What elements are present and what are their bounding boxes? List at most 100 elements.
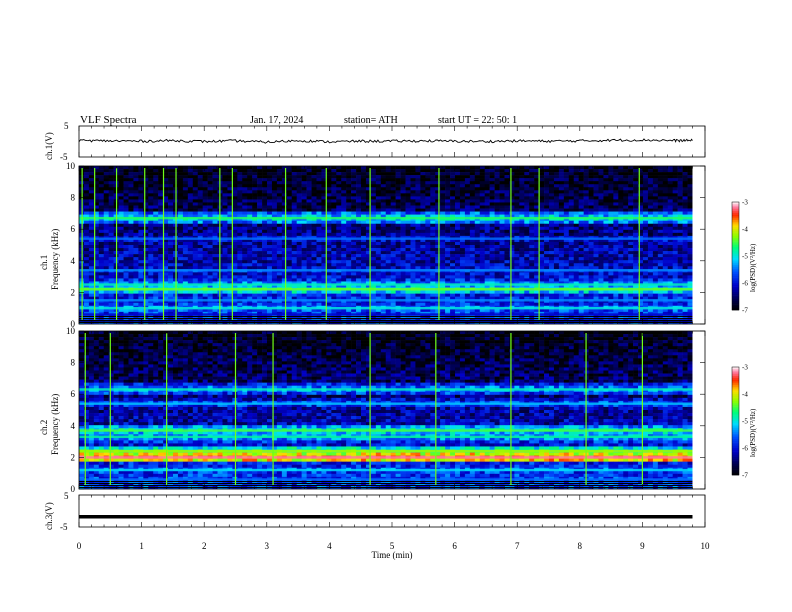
- ch1-spec-cell: [583, 199, 589, 203]
- ch1-spec-cell: [568, 199, 575, 203]
- ch1-spec-cell: [499, 251, 505, 255]
- ch1-spec-cell: [618, 175, 624, 179]
- ch1-spec-cell: [588, 238, 594, 243]
- ch1-spec-cell: [647, 223, 654, 228]
- ch1-spec-cell: [227, 284, 233, 288]
- ch1-spec-cell: [509, 220, 515, 225]
- ch1-spec-cell: [158, 251, 164, 255]
- ch1-spec-cell: [420, 169, 426, 173]
- ch1-spec-cell: [519, 166, 525, 170]
- ch1-spec-cell: [628, 172, 634, 176]
- ch1-spec-cell: [385, 263, 391, 267]
- ch1-spec-cell: [568, 241, 575, 246]
- ch1-spec-cell: [489, 169, 495, 173]
- ch1-spec-cell: [509, 245, 515, 249]
- ch1-spec-cell: [148, 208, 154, 212]
- ch1-spec-cell: [370, 275, 377, 279]
- ch1-spec-cell: [237, 184, 243, 188]
- ch1-spec-cell: [484, 241, 490, 246]
- ch1-spec-cell: [138, 190, 144, 194]
- ch1-spec-cell: [524, 266, 530, 270]
- ch1-spec-cell: [242, 220, 248, 225]
- ch1-spec-cell: [351, 187, 357, 191]
- ch1-spec-cell: [341, 220, 347, 225]
- ch1-spec-cell: [242, 232, 248, 237]
- ch1-spec-cell: [573, 199, 579, 203]
- ch1-spec-cell: [647, 226, 654, 231]
- ch1-spec-cell: [88, 205, 95, 209]
- ch1-spec-cell: [98, 214, 105, 218]
- ch1-spec-cell: [108, 284, 114, 288]
- ch1-spec-cell: [301, 172, 307, 176]
- ch1-spec-cell: [370, 208, 377, 212]
- ch1-spec-cell: [380, 196, 387, 200]
- ch1-spec-cell: [514, 178, 520, 182]
- ch1-spec-cell: [633, 260, 639, 264]
- ch1-spec-cell: [667, 257, 673, 261]
- ch1-spec-cell: [138, 223, 144, 228]
- ch1-spec-cell: [425, 260, 431, 264]
- ch1-spec-cell: [356, 184, 362, 188]
- ch1-spec-cell: [128, 251, 134, 255]
- ch1-spec-cell: [464, 190, 471, 194]
- ch1-spec-cell: [252, 199, 258, 203]
- ch1-spec-cell: [613, 245, 619, 249]
- ch1-spec-cell: [583, 178, 589, 182]
- ch1-spec-cell: [440, 238, 446, 243]
- ch1-spec-cell: [98, 232, 105, 237]
- ch1-spec-cell: [380, 214, 387, 218]
- ch1-spec-cell: [464, 184, 471, 188]
- ch1-spec-cell: [108, 214, 114, 218]
- ch1-spec-cell: [252, 266, 258, 270]
- ch1-spec-cell: [464, 254, 471, 258]
- ch1-spec-cell: [662, 199, 669, 203]
- ch1-spec-cell: [380, 193, 387, 197]
- ch1-spec-cell: [558, 181, 565, 185]
- ch1-spec-cell: [301, 284, 307, 288]
- ch1-spec-cell: [489, 187, 495, 191]
- ch1-spec-cell: [667, 281, 673, 285]
- ch1-spec-cell: [212, 190, 218, 194]
- ch1-spec-cell: [257, 208, 263, 212]
- ch1-spec-cell: [356, 232, 362, 237]
- ch1-spec-cell: [410, 238, 416, 243]
- ch1-spec-cell: [623, 196, 629, 200]
- ch1-spec-cell: [252, 175, 258, 179]
- ch1-spec-cell: [652, 266, 659, 270]
- ch1-spec-cell: [232, 232, 238, 237]
- ch1-spec-cell: [445, 199, 451, 203]
- ch1-spec-cell: [509, 238, 515, 243]
- ch1-spec-cell: [138, 260, 144, 264]
- ch1-spec-cell: [662, 266, 669, 270]
- ch1-spec-cell: [262, 248, 268, 252]
- ch1-spec-cell: [415, 193, 421, 197]
- ch1-spec-cell: [252, 248, 258, 252]
- ch1-spec-cell: [143, 284, 149, 288]
- ch1-spec-cell: [509, 175, 515, 179]
- ch1-spec-cell: [375, 266, 382, 270]
- ch1-spec-cell: [316, 275, 322, 279]
- ch1-spec-cell: [484, 238, 490, 243]
- ch1-spec-cell: [618, 260, 624, 264]
- ch1-spec-cell: [529, 166, 535, 170]
- ch1-spec-cell: [262, 196, 268, 200]
- ch1-spec-cell: [123, 184, 129, 188]
- ch1-spec-cell: [445, 257, 451, 261]
- ch1-spec-cell: [237, 266, 243, 270]
- ch1-spec-cell: [370, 184, 377, 188]
- ch1-spec-cell: [93, 232, 100, 237]
- ch1-spec-cell: [469, 226, 476, 231]
- ch1-spec-cell: [638, 281, 644, 285]
- ch1-spec-cell: [267, 241, 273, 246]
- ch1-spec-cell: [395, 275, 401, 279]
- ch1-spec-cell: [593, 260, 599, 264]
- ch1-spec-cell: [450, 251, 456, 255]
- ch1-spec-cell: [163, 226, 169, 231]
- ch1-spec-cell: [499, 272, 505, 276]
- ch1-spec-cell: [158, 241, 164, 246]
- ch1-spec-cell: [638, 229, 644, 234]
- ch1-spec-cell: [430, 254, 436, 258]
- ch1-spec-cell: [672, 263, 678, 267]
- ch1-spec-cell: [276, 241, 283, 246]
- ch1-spec-cell: [400, 187, 406, 191]
